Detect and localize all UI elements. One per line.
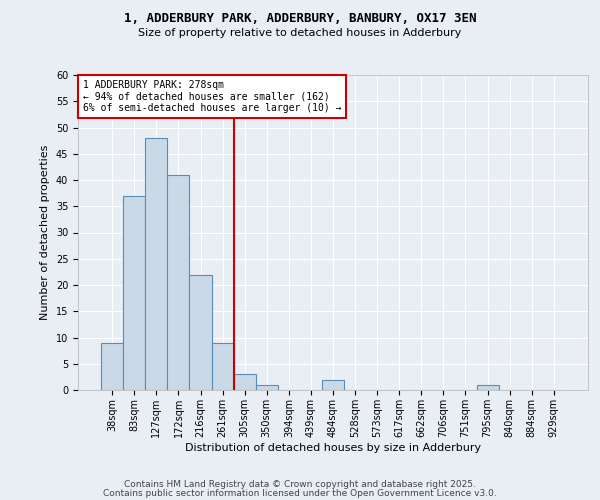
Text: Contains HM Land Registry data © Crown copyright and database right 2025.: Contains HM Land Registry data © Crown c… xyxy=(124,480,476,489)
Bar xyxy=(101,343,123,390)
Text: 1, ADDERBURY PARK, ADDERBURY, BANBURY, OX17 3EN: 1, ADDERBURY PARK, ADDERBURY, BANBURY, O… xyxy=(124,12,476,26)
Bar xyxy=(190,274,212,390)
Text: Size of property relative to detached houses in Adderbury: Size of property relative to detached ho… xyxy=(139,28,461,38)
Bar xyxy=(167,175,190,390)
Bar xyxy=(476,385,499,390)
Text: 1 ADDERBURY PARK: 278sqm
← 94% of detached houses are smaller (162)
6% of semi-d: 1 ADDERBURY PARK: 278sqm ← 94% of detach… xyxy=(83,80,341,113)
Bar xyxy=(123,196,145,390)
Bar xyxy=(322,380,344,390)
Bar xyxy=(145,138,167,390)
Text: Contains public sector information licensed under the Open Government Licence v3: Contains public sector information licen… xyxy=(103,490,497,498)
Bar xyxy=(233,374,256,390)
X-axis label: Distribution of detached houses by size in Adderbury: Distribution of detached houses by size … xyxy=(185,442,481,452)
Bar xyxy=(212,343,233,390)
Bar xyxy=(256,385,278,390)
Y-axis label: Number of detached properties: Number of detached properties xyxy=(40,145,50,320)
